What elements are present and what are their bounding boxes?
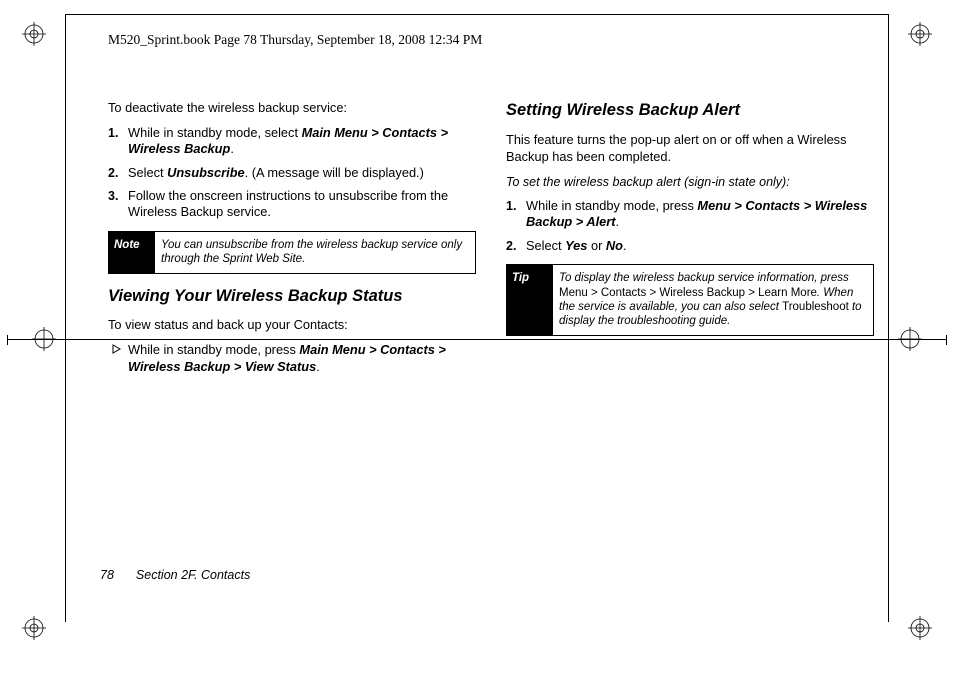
step-item: 2. Select Yes or No. — [526, 238, 874, 254]
step-text: While in standby mode, select — [128, 125, 302, 140]
view-intro: To view status and back up your Contacts… — [108, 317, 476, 334]
alert-sub: To set the wireless backup alert (sign-i… — [506, 174, 874, 191]
deactivate-intro: To deactivate the wireless backup servic… — [108, 100, 476, 117]
deactivate-steps: 1. While in standby mode, select Main Me… — [108, 125, 476, 221]
step-item: 1. While in standby mode, select Main Me… — [128, 125, 476, 158]
section-heading-viewing: Viewing Your Wireless Backup Status — [108, 286, 476, 308]
page-number: 78 — [100, 568, 114, 582]
step-text: While in standby mode, press — [128, 342, 299, 357]
view-step-text: While in standby mode, press Main Menu >… — [128, 342, 476, 376]
option-text: Yes — [565, 238, 587, 253]
view-step: While in standby mode, press Main Menu >… — [108, 342, 476, 376]
step-item: 3. Follow the onscreen instructions to u… — [128, 188, 476, 221]
step-text: . — [230, 141, 234, 156]
registration-mark-icon — [908, 616, 932, 640]
command-text: Unsubscribe — [167, 165, 245, 180]
alert-steps: 1. While in standby mode, press Menu > C… — [506, 198, 874, 254]
step-text: Select — [128, 165, 167, 180]
tip-callout: Tip To display the wireless backup servi… — [506, 264, 874, 336]
step-text: . — [623, 238, 627, 253]
registration-mark-icon — [32, 327, 56, 351]
option-text: No — [606, 238, 623, 253]
registration-mark-icon — [22, 22, 46, 46]
crop-line-left — [65, 14, 66, 622]
note-label: Note — [109, 232, 155, 273]
registration-mark-icon — [898, 327, 922, 351]
registration-mark-icon — [22, 616, 46, 640]
page-footer: 78 Section 2F. Contacts — [100, 568, 250, 582]
right-column: Setting Wireless Backup Alert This featu… — [506, 100, 874, 592]
tip-label: Tip — [507, 265, 553, 335]
menu-path: Menu > Contacts > Wireless Backup > Lear… — [559, 287, 817, 299]
registration-mark-icon — [908, 22, 932, 46]
page-root: M520_Sprint.book Page 78 Thursday, Septe… — [0, 0, 954, 682]
section-heading-alert: Setting Wireless Backup Alert — [506, 100, 874, 122]
step-item: 2. Select Unsubscribe. (A message will b… — [128, 165, 476, 181]
running-header: M520_Sprint.book Page 78 Thursday, Septe… — [108, 32, 482, 48]
step-text: Follow the onscreen instructions to unsu… — [128, 188, 448, 219]
step-text: . (A message will be displayed.) — [245, 165, 424, 180]
alert-intro: This feature turns the pop-up alert on o… — [506, 132, 874, 166]
note-callout: Note You can unsubscribe from the wirele… — [108, 231, 476, 274]
crop-line-top — [65, 14, 889, 15]
command-text: Troubleshoot — [782, 301, 849, 313]
step-text: . — [616, 214, 620, 229]
left-column: To deactivate the wireless backup servic… — [108, 100, 476, 592]
crop-line-right — [888, 14, 889, 622]
note-body: You can unsubscribe from the wireless ba… — [155, 232, 475, 273]
triangle-bullet-icon — [112, 342, 128, 376]
step-text: While in standby mode, press — [526, 198, 697, 213]
step-text: . — [316, 359, 320, 374]
step-item: 1. While in standby mode, press Menu > C… — [526, 198, 874, 231]
tip-text: To display the wireless backup service i… — [559, 272, 849, 284]
content-columns: To deactivate the wireless backup servic… — [108, 100, 874, 592]
step-text: Select — [526, 238, 565, 253]
step-text: or — [587, 238, 606, 253]
tip-body: To display the wireless backup service i… — [553, 265, 873, 335]
section-title: Section 2F. Contacts — [136, 568, 250, 582]
